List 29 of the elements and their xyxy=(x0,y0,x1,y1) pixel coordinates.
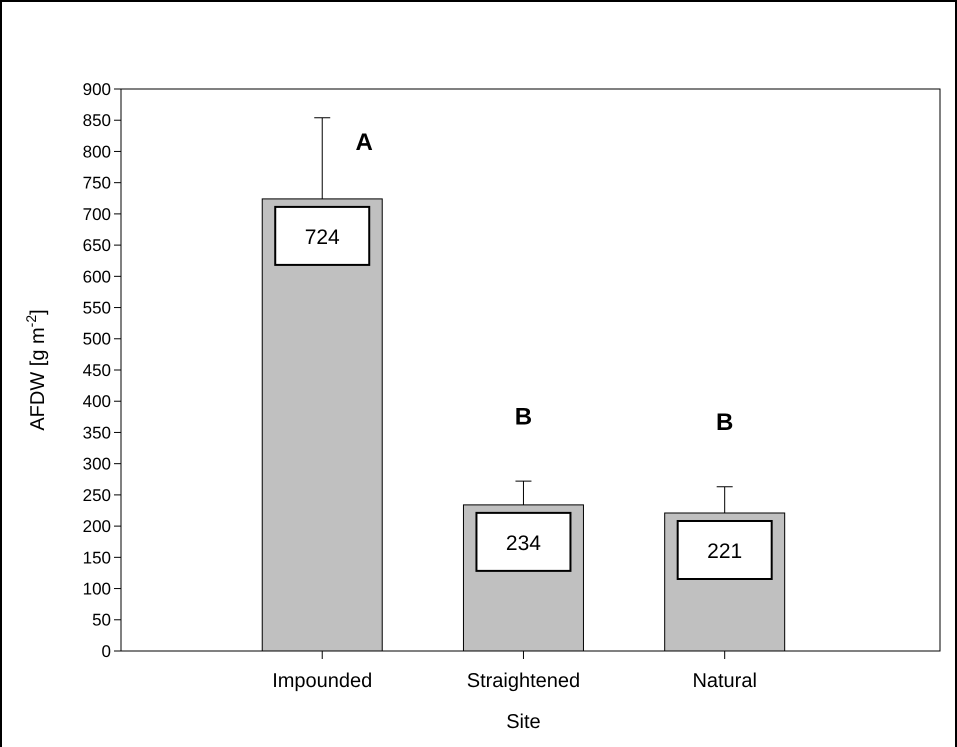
annotation: A xyxy=(356,129,373,156)
y-tick-label: 900 xyxy=(82,80,111,99)
y-tick-label: 450 xyxy=(82,360,111,380)
y-tick-label: 200 xyxy=(82,517,111,536)
data-label: 724 xyxy=(304,226,340,249)
y-tick-label: 550 xyxy=(82,298,111,318)
annotation: B xyxy=(716,409,734,436)
y-tick-label: 150 xyxy=(82,548,111,568)
data-label: 234 xyxy=(506,532,542,555)
x-tick-label: Impounded xyxy=(272,670,372,692)
y-tick-label: 700 xyxy=(82,204,111,224)
y-tick-label: 350 xyxy=(82,423,111,442)
annotation: B xyxy=(514,404,532,431)
y-tick-label: 500 xyxy=(82,330,111,349)
y-tick-label: 0 xyxy=(102,642,111,661)
data-label: 221 xyxy=(707,540,742,563)
y-tick-label: 650 xyxy=(82,236,111,256)
y-tick-label: 400 xyxy=(82,392,111,412)
y-tick-label: 50 xyxy=(92,610,111,630)
x-axis-title: Site xyxy=(506,711,541,733)
x-tick-label: Natural xyxy=(692,670,757,692)
y-tick-label: 300 xyxy=(82,454,111,474)
y-tick-label: 250 xyxy=(82,486,111,505)
y-tick-label: 850 xyxy=(82,111,111,130)
y-tick-label: 800 xyxy=(82,142,111,162)
y-tick-label: 600 xyxy=(82,267,111,286)
x-tick-label: Straightened xyxy=(466,670,580,692)
y-tick-label: 100 xyxy=(82,580,111,599)
y-tick-label: 750 xyxy=(82,174,111,193)
